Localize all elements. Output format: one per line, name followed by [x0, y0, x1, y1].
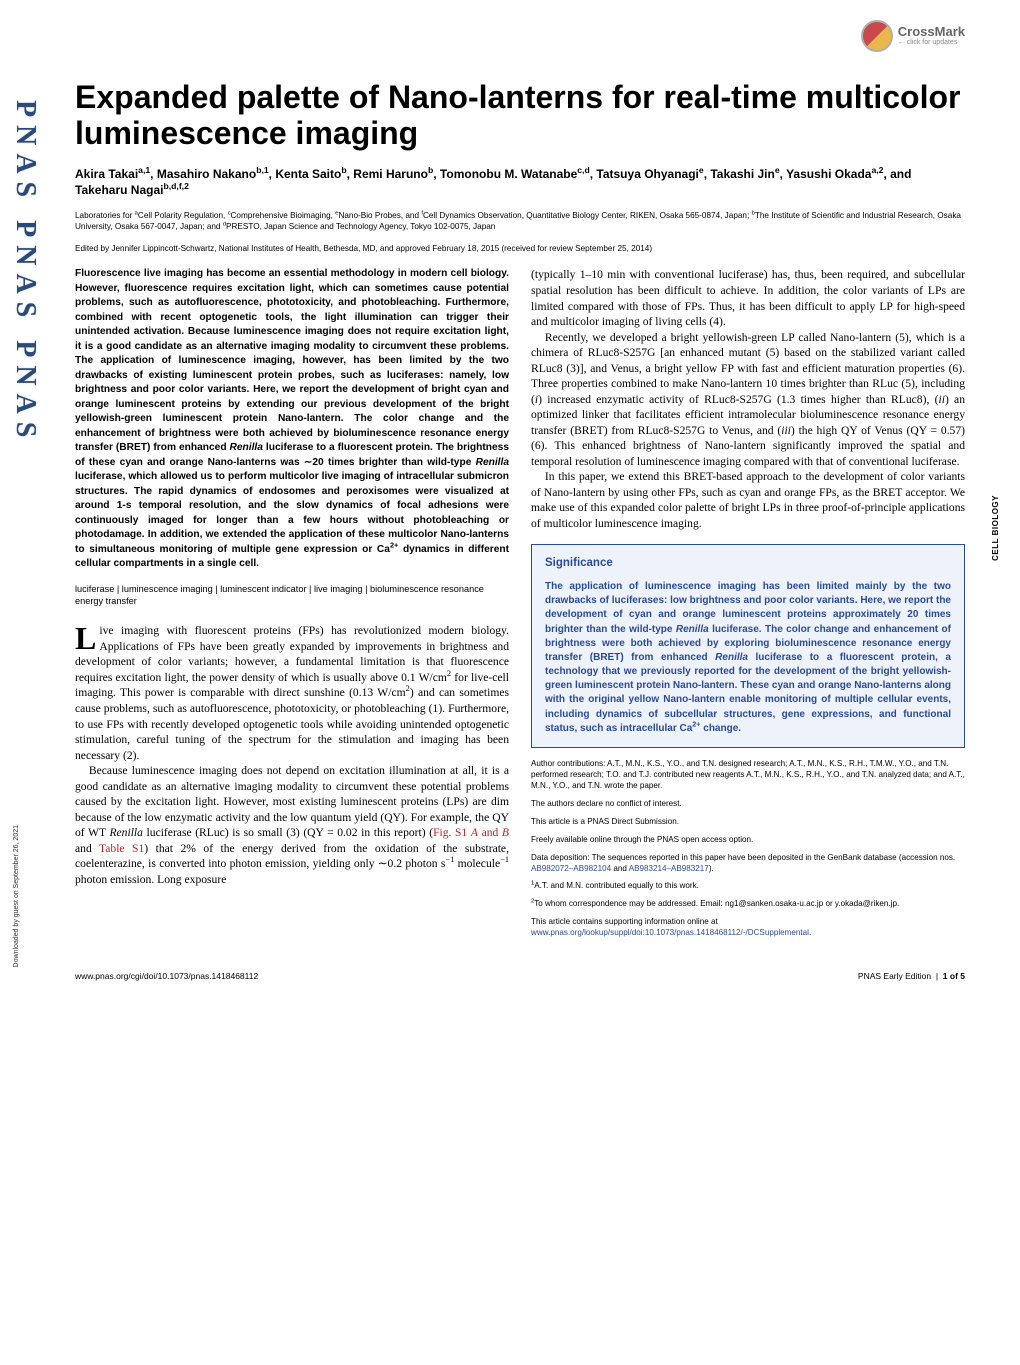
two-column-layout: Fluorescence live imaging has become an …: [75, 267, 965, 946]
author-list: Akira Takaia,1, Masahiro Nakanob,1, Kent…: [75, 166, 965, 200]
body-para-r3: In this paper, we extend this BRET-based…: [531, 469, 965, 531]
crossmark-icon: [861, 20, 893, 52]
footer-page-number: PNAS Early Edition | 1 of 5: [858, 971, 965, 982]
conflict-statement: The authors declare no conflict of inter…: [531, 799, 965, 810]
correspondence: 2To whom correspondence may be addressed…: [531, 899, 965, 910]
abstract: Fluorescence live imaging has become an …: [75, 267, 509, 571]
submission-type: This article is a PNAS Direct Submission…: [531, 817, 965, 828]
significance-heading: Significance: [545, 556, 951, 572]
body-para-2: Because luminescence imaging does not de…: [75, 763, 509, 887]
article-title: Expanded palette of Nano-lanterns for re…: [75, 80, 965, 152]
article-meta: Author contributions: A.T., M.N., K.S., …: [531, 759, 965, 939]
body-para-r2: Recently, we developed a bright yellowis…: [531, 330, 965, 470]
footer-doi: www.pnas.org/cgi/doi/10.1073/pnas.141846…: [75, 971, 258, 982]
crossmark-badge[interactable]: CrossMark ← click for updates: [861, 20, 965, 52]
supplemental-info: This article contains supporting informa…: [531, 917, 965, 939]
significance-box: Significance The application of luminesc…: [531, 544, 965, 748]
body-text-right: (typically 1–10 min with conventional lu…: [531, 267, 965, 531]
left-column: Fluorescence live imaging has become an …: [75, 267, 509, 946]
keywords: luciferase | luminescence imaging | lumi…: [75, 583, 509, 609]
body-text-left: Live imaging with fluorescent proteins (…: [75, 623, 509, 887]
right-column: (typically 1–10 min with conventional lu…: [531, 267, 965, 946]
author-contributions: Author contributions: A.T., M.N., K.S., …: [531, 759, 965, 792]
equal-contribution: 1A.T. and M.N. contributed equally to th…: [531, 881, 965, 892]
crossmark-label: CrossMark: [898, 25, 965, 38]
significance-text: The application of luminescence imaging …: [545, 580, 951, 736]
body-para-1: Live imaging with fluorescent proteins (…: [75, 623, 509, 763]
page-footer: www.pnas.org/cgi/doi/10.1073/pnas.141846…: [75, 966, 965, 982]
section-label: CELL BIOLOGY: [991, 495, 1002, 561]
affiliations: Laboratories for aCell Polarity Regulati…: [75, 210, 965, 232]
crossmark-sublabel: ← click for updates: [898, 38, 965, 47]
open-access: Freely available online through the PNAS…: [531, 835, 965, 846]
body-para-r1: (typically 1–10 min with conventional lu…: [531, 267, 965, 329]
data-deposition: Data deposition: The sequences reported …: [531, 853, 965, 875]
edited-by: Edited by Jennifer Lippincott-Schwartz, …: [75, 243, 965, 254]
